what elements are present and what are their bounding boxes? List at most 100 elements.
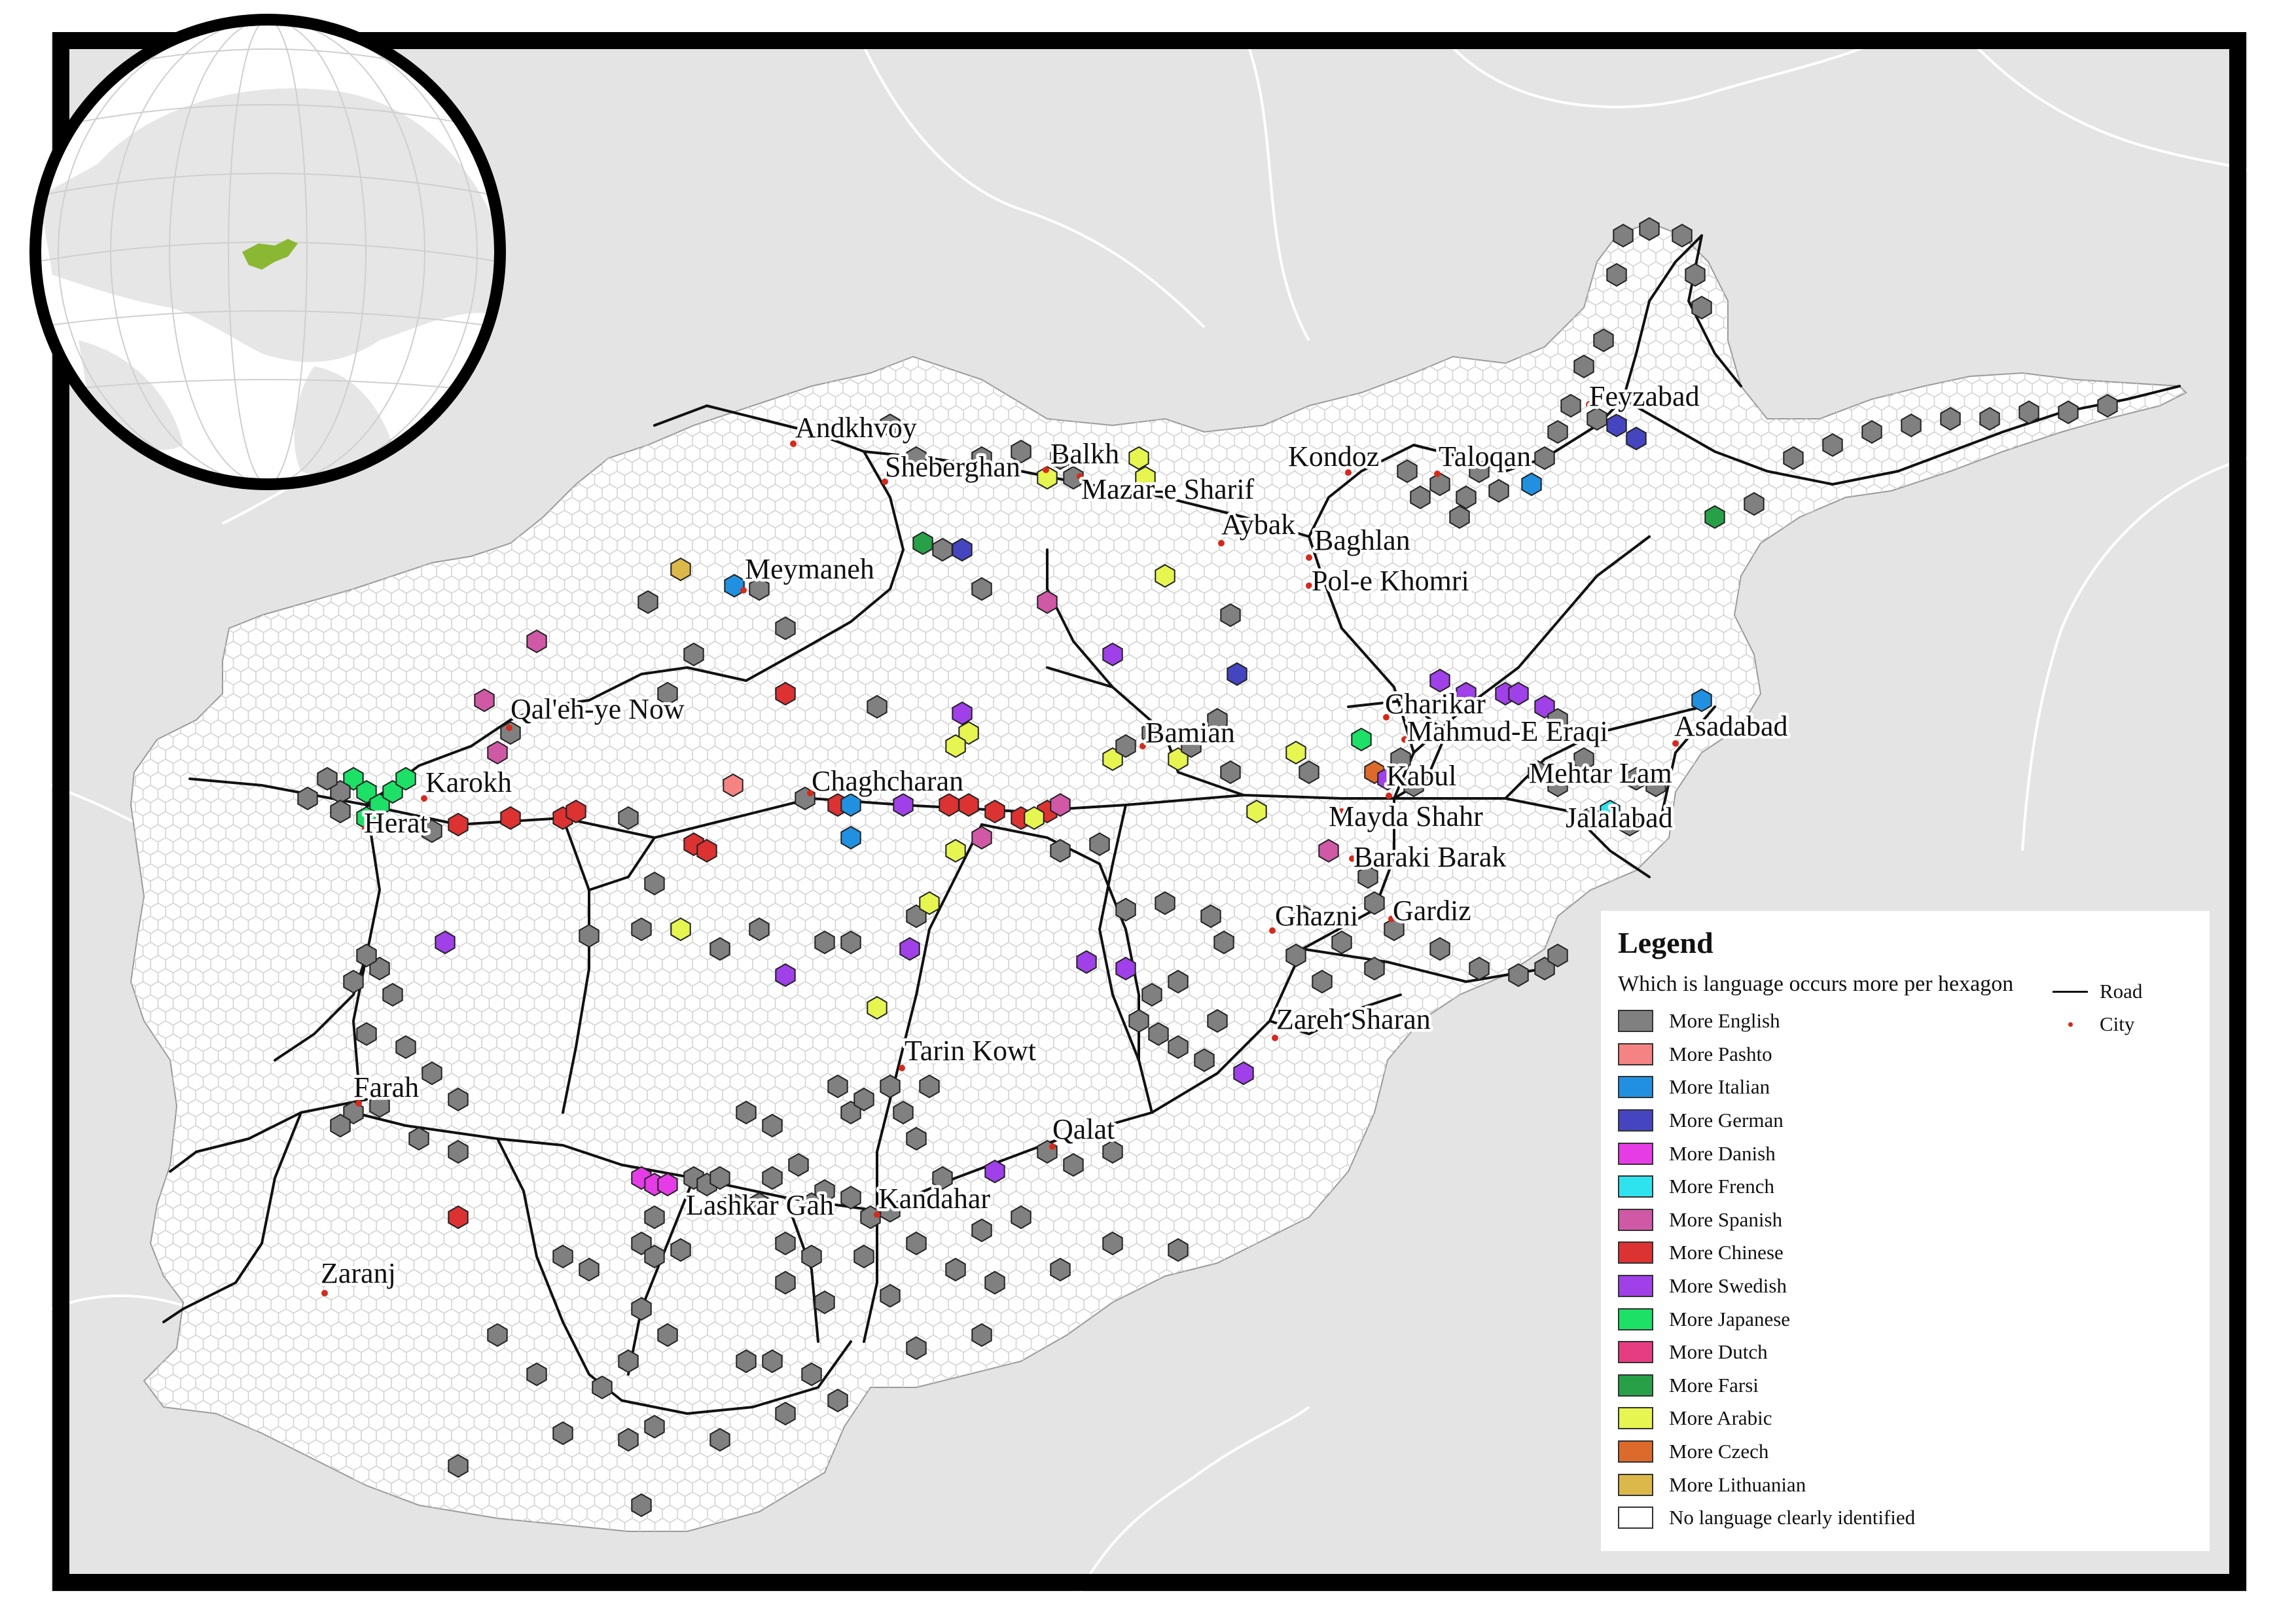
language-hexagon	[631, 1296, 652, 1321]
legend-panel: Legend Which is language occurs more per…	[1601, 911, 2210, 1551]
legend-items: More English More Pashto More Italian More …	[1618, 1005, 2193, 1535]
language-hexagon	[1318, 838, 1339, 863]
svg-text:Kabul: Kabul	[1386, 760, 1457, 792]
legend-item-label: More German	[1669, 1109, 1784, 1132]
language-hexagon	[297, 786, 318, 811]
language-hexagon	[880, 413, 901, 438]
city-zaranj: Zaranj	[318, 1255, 399, 1296]
legend-city-label: City	[2100, 1012, 2135, 1035]
language-hexagon	[945, 838, 966, 863]
language-hexagon	[1377, 766, 1398, 791]
language-hexagon	[408, 1126, 429, 1151]
city-bamian: Bamian	[1139, 714, 1238, 752]
legend-item-label: More Chinese	[1669, 1241, 1784, 1264]
language-hexagon	[618, 806, 639, 830]
svg-text:Karokh: Karokh	[425, 766, 512, 798]
language-hexagon	[330, 1113, 351, 1138]
language-hexagon	[1456, 485, 1477, 510]
legend-item-label: More Japanese	[1669, 1307, 1791, 1330]
language-hexagon	[1089, 832, 1110, 857]
city-andkhvoy: Andkhvoy	[790, 409, 920, 447]
language-hexagon	[448, 1454, 469, 1478]
legend-swatch	[1618, 1407, 1653, 1430]
language-hexagon	[1534, 446, 1555, 471]
language-hexagon	[1672, 223, 1693, 248]
language-hexagon	[683, 642, 704, 667]
svg-text:Farah: Farah	[353, 1071, 419, 1103]
legend-swatch	[1618, 1142, 1653, 1165]
city-mehtar-lam: Mehtar Lam	[1526, 755, 1676, 793]
legend-swatch	[1618, 1308, 1653, 1330]
language-hexagon	[1397, 459, 1418, 484]
language-hexagon	[880, 1198, 901, 1223]
language-hexagon	[1207, 707, 1228, 732]
language-hexagon	[2097, 393, 2118, 418]
svg-text:Mazar-e Sharif: Mazar-e Sharif	[1081, 473, 1255, 505]
language-hexagon	[657, 681, 678, 706]
language-hexagon	[1148, 1022, 1169, 1046]
language-hexagon	[1246, 799, 1267, 824]
language-hexagon	[526, 1362, 547, 1387]
svg-text:Feyzabad: Feyzabad	[1589, 380, 1700, 412]
language-hexagon	[1639, 217, 1660, 241]
language-hexagon	[592, 1375, 613, 1400]
language-hexagon	[1011, 439, 1031, 464]
language-hexagon	[1285, 740, 1306, 765]
city-asadabad: Asadabad	[1672, 707, 1791, 747]
svg-text:Balkh: Balkh	[1050, 438, 1119, 470]
language-hexagon	[971, 1218, 992, 1243]
language-hexagon	[1645, 773, 1666, 798]
language-hexagon	[1128, 1008, 1149, 1033]
language-hexagon	[2018, 400, 2039, 425]
language-hexagon	[1024, 806, 1045, 830]
legend-swatch	[1618, 1076, 1653, 1099]
language-hexagon	[657, 1323, 678, 1347]
legend-item-label: More French	[1669, 1175, 1774, 1198]
language-hexagon	[827, 1074, 848, 1099]
language-hexagon	[840, 793, 861, 817]
language-hexagon	[1429, 668, 1450, 693]
legend-subtitle: Which is language occurs more per hexago…	[1618, 972, 2014, 996]
city-kabul: Kabul	[1384, 757, 1460, 799]
legend-item-label: More Farsi	[1669, 1373, 1759, 1397]
language-hexagon	[749, 917, 770, 942]
city-balkh: Balkh	[1043, 435, 1122, 473]
language-hexagon	[317, 766, 338, 791]
language-hexagon	[1299, 760, 1319, 785]
language-hexagon	[893, 1100, 914, 1125]
language-hexagon	[945, 1257, 966, 1282]
legend-item-label: More Spanish	[1669, 1207, 1783, 1231]
language-hexagon	[1403, 773, 1424, 798]
language-hexagon	[1168, 1035, 1189, 1060]
language-hexagon	[1194, 1048, 1215, 1073]
language-hexagon	[814, 1179, 835, 1204]
legend-swatch	[1618, 1275, 1653, 1298]
svg-text:Aybak: Aybak	[1221, 508, 1295, 541]
language-hexagon	[1593, 328, 1614, 353]
language-hexagon	[670, 1238, 691, 1262]
city-charikar: Charikar	[1382, 685, 1489, 723]
city-sheberghan: Sheberghan	[882, 448, 1023, 486]
language-hexagon	[1449, 505, 1470, 529]
language-hexagon	[1573, 354, 1594, 379]
language-hexagon	[775, 1231, 796, 1256]
language-hexagon	[952, 537, 973, 562]
city-taloqan: Taloqan	[1434, 438, 1534, 477]
language-hexagon	[343, 1100, 364, 1125]
language-hexagon	[1292, 904, 1313, 929]
language-hexagon	[1357, 865, 1378, 889]
language-hexagon	[1155, 891, 1175, 916]
svg-text:Asadabad: Asadabad	[1674, 710, 1788, 742]
city-baghlan: Baghlan	[1306, 522, 1413, 561]
language-hexagon	[801, 1192, 822, 1217]
language-hexagon	[1508, 963, 1529, 988]
city-jalalabad: Jalalabad	[1563, 799, 1676, 837]
legend-item: More Italian	[1618, 1071, 2193, 1104]
language-hexagon	[1685, 262, 1706, 287]
language-hexagon	[696, 838, 717, 863]
language-hexagon	[644, 871, 665, 896]
language-hexagon	[1547, 707, 1568, 732]
language-hexagon	[670, 917, 691, 942]
language-hexagon	[435, 930, 456, 955]
